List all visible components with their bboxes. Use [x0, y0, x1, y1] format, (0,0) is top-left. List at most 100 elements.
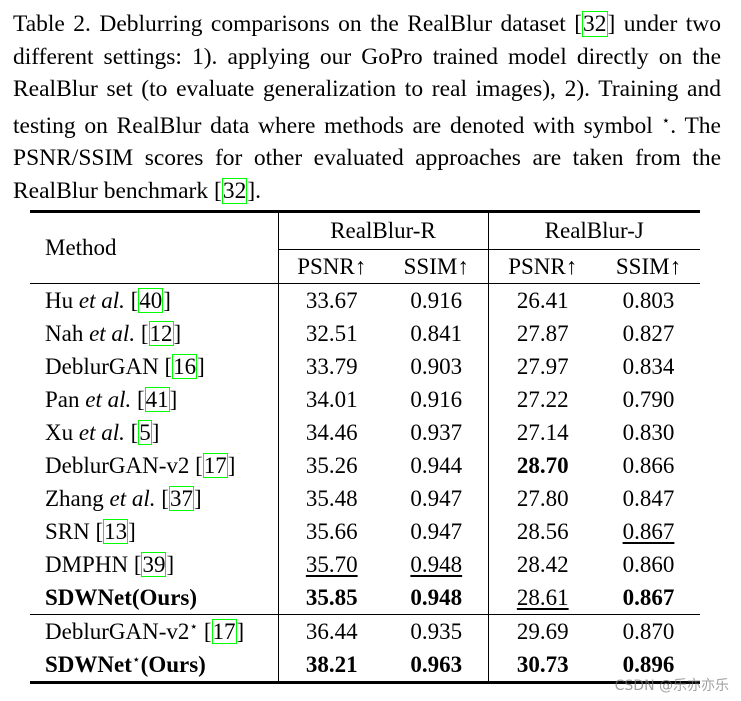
metric-header: SSIM↑: [615, 253, 682, 279]
value: 0.937: [410, 419, 463, 445]
value: 0.827: [622, 320, 675, 346]
table-row: DeblurGAN-v2 [17] 35.26 0.944 28.70 0.866: [30, 449, 700, 482]
watermark: CSDN @乐亦亦乐: [614, 678, 729, 694]
table-row: Zhang et al. [37] 35.48 0.947 27.80 0.847: [30, 482, 700, 515]
citation: 13: [103, 518, 129, 544]
text-segment: (Ours): [140, 651, 206, 677]
value-cell: 28.56: [487, 515, 597, 548]
metric-header: SSIM↑: [403, 253, 469, 279]
table-row: Nah et al. [12] 32.51 0.841 27.87 0.827: [30, 317, 700, 350]
method-cell: Nah et al. [12]: [30, 317, 278, 350]
value: 35.48: [305, 485, 358, 511]
value: 27.80: [516, 485, 569, 511]
method-cell: DeblurGAN-v2⋆ [17]: [30, 615, 278, 649]
text-segment: [: [155, 485, 169, 511]
value: 28.42: [516, 551, 569, 577]
value: 27.22: [516, 386, 569, 412]
value: 27.87: [516, 320, 569, 346]
value-cell: 27.80: [487, 482, 597, 515]
text-segment: [: [198, 618, 212, 644]
value-cell: 0.935: [385, 615, 488, 649]
value-cell: 35.26: [277, 449, 385, 482]
value: 28.61: [516, 584, 569, 610]
table-row: Xu et al. [5] 34.46 0.937 27.14 0.830: [30, 416, 700, 449]
text-segment: Hu: [45, 287, 79, 313]
value: 0.948: [410, 551, 463, 577]
text-segment: Pan: [45, 386, 86, 412]
text-segment: ⋆: [189, 619, 199, 635]
text-segment: Xu: [45, 419, 79, 445]
text-segment: et al.: [109, 485, 156, 511]
value-cell: 0.947: [385, 482, 488, 515]
text-segment: ]: [227, 452, 236, 478]
text-segment: [: [124, 287, 139, 313]
text-segment: SDWNet(Ours): [45, 584, 198, 610]
group-header: RealBlur-R: [277, 211, 488, 250]
text-segment: Zhang: [45, 485, 110, 511]
value-cell: 35.66: [277, 515, 385, 548]
text-segment: ]: [193, 485, 202, 511]
value: 0.830: [622, 419, 675, 445]
value-cell: 0.860: [597, 548, 700, 581]
value-cell: 38.21: [277, 648, 385, 683]
value: 0.867: [622, 518, 675, 544]
value: 0.916: [410, 287, 463, 313]
value-cell: 0.867: [597, 515, 700, 548]
value: 0.860: [622, 551, 675, 577]
value-cell: 34.01: [277, 383, 385, 416]
value: 0.866: [622, 452, 675, 478]
value-cell: 0.916: [385, 284, 488, 318]
text-segment: Nah: [45, 320, 90, 346]
value-cell: 0.948: [385, 548, 488, 581]
value: 28.56: [516, 518, 569, 544]
value: 0.847: [622, 485, 675, 511]
text-segment: et al.: [89, 320, 136, 346]
value-cell: 0.947: [385, 515, 488, 548]
value-cell: 35.70: [277, 548, 385, 581]
value: 0.790: [622, 386, 675, 412]
method-cell: SDWNet⋆(Ours): [30, 648, 278, 683]
table-row: SDWNet(Ours) 35.85 0.948 28.61 0.867: [30, 581, 700, 615]
value: 0.896: [622, 651, 675, 677]
value-cell: 26.41: [487, 283, 597, 317]
method-cell: DeblurGAN-v2 [17]: [30, 449, 278, 482]
value: 35.70: [305, 551, 358, 577]
value: 38.21: [305, 651, 358, 677]
text-segment: ]: [163, 287, 171, 313]
value-cell: 0.948: [385, 581, 488, 615]
citation: 12: [148, 320, 174, 346]
table-row: Pan et al. [41] 34.01 0.916 27.22 0.790: [30, 383, 700, 416]
value-cell: 0.847: [597, 482, 700, 515]
method-cell: Hu et al. [40]: [30, 284, 278, 318]
value: 0.947: [410, 518, 463, 544]
text-segment: DeblurGAN-v2: [45, 618, 190, 644]
value: 27.97: [516, 353, 569, 379]
text-segment: [: [214, 177, 222, 204]
citation: 39: [141, 551, 167, 577]
text-segment: ]: [169, 386, 178, 412]
value: 0.841: [410, 320, 463, 346]
text-segment: [: [574, 11, 583, 37]
value: 35.26: [305, 452, 358, 478]
value-cell: 27.87: [487, 317, 597, 350]
text-segment: et al.: [78, 287, 125, 313]
value-cell: 0.870: [597, 615, 700, 649]
value: 35.66: [305, 518, 358, 544]
method-cell: SRN [13]: [30, 515, 278, 548]
value: 0.803: [622, 287, 675, 313]
value-cell: 33.67: [277, 283, 385, 317]
table-row: DeblurGAN [16] 33.79 0.903 27.97 0.834: [30, 350, 700, 383]
metric-header: PSNR↑: [277, 249, 385, 284]
value-cell: 35.85: [277, 581, 385, 615]
text-segment: et al.: [85, 386, 132, 412]
method-cell: Zhang et al. [37]: [30, 482, 278, 515]
value-cell: 0.963: [385, 648, 488, 683]
value-cell: 27.97: [487, 350, 597, 383]
group-header: RealBlur-J: [487, 211, 700, 250]
value-cell: 29.69: [487, 614, 597, 648]
value-cell: 0.834: [597, 350, 700, 383]
text-segment: . The PSNR/SSIM scores for other evaluat…: [13, 112, 721, 204]
text-segment: ⋆: [661, 113, 671, 129]
value-cell: 0.896: [597, 648, 700, 683]
